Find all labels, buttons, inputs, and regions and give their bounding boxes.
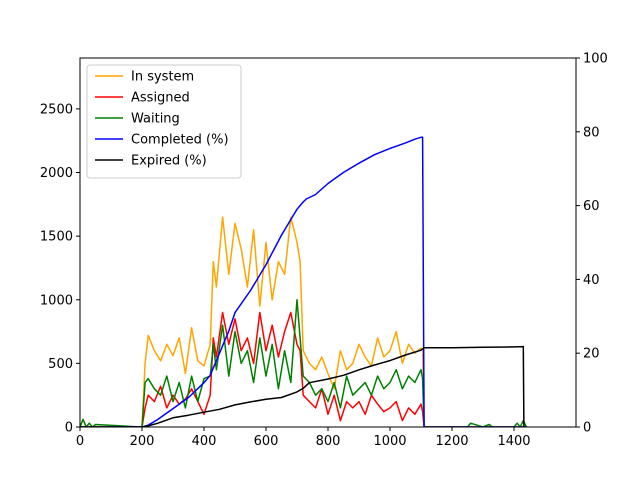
x-tick-label-7: 1400 bbox=[497, 434, 530, 449]
y-tick-label-1: 500 bbox=[48, 357, 73, 372]
x-tick-label-0: 0 bbox=[76, 434, 84, 449]
y2-tick-label-2: 40 bbox=[583, 273, 600, 288]
x-tick-label-1: 200 bbox=[130, 434, 155, 449]
x-tick-label-4: 800 bbox=[316, 434, 341, 449]
legend-label-1: Assigned bbox=[131, 91, 190, 106]
legend-box bbox=[86, 64, 242, 179]
legend-label-0: In system bbox=[131, 70, 194, 85]
legend-label-2: Waiting bbox=[131, 112, 180, 127]
x-tick-label-3: 600 bbox=[254, 434, 279, 449]
y2-tick-label-5: 100 bbox=[583, 52, 608, 67]
series-line-3 bbox=[80, 136, 527, 427]
legend: In system Assigned Waiting Completed (%) Exp… bbox=[86, 64, 242, 179]
ticks-layer: 0 200 400 600 800 1000 1200 1400050010001500200… bbox=[40, 52, 608, 450]
y2-tick-label-0: 0 bbox=[583, 421, 591, 436]
x-tick-label-6: 1200 bbox=[435, 434, 468, 449]
x-tick-label-2: 400 bbox=[192, 434, 217, 449]
series-line-0 bbox=[80, 216, 527, 427]
y-tick-label-0: 0 bbox=[65, 421, 73, 436]
y2-tick-label-1: 20 bbox=[583, 347, 600, 362]
y-tick-label-4: 2000 bbox=[40, 166, 73, 181]
series-layer bbox=[80, 136, 528, 427]
x-tick-label-5: 1000 bbox=[373, 434, 406, 449]
y-tick-label-3: 1500 bbox=[40, 230, 73, 245]
y2-tick-label-3: 60 bbox=[583, 199, 600, 214]
y2-tick-label-4: 80 bbox=[583, 125, 600, 140]
y-tick-label-5: 2500 bbox=[40, 102, 73, 117]
legend-label-4: Expired (%) bbox=[131, 154, 207, 169]
legend-label-3: Completed (%) bbox=[131, 133, 229, 148]
series-line-4 bbox=[80, 345, 527, 427]
y-tick-label-2: 1000 bbox=[40, 293, 73, 308]
series-line-2 bbox=[80, 299, 528, 427]
